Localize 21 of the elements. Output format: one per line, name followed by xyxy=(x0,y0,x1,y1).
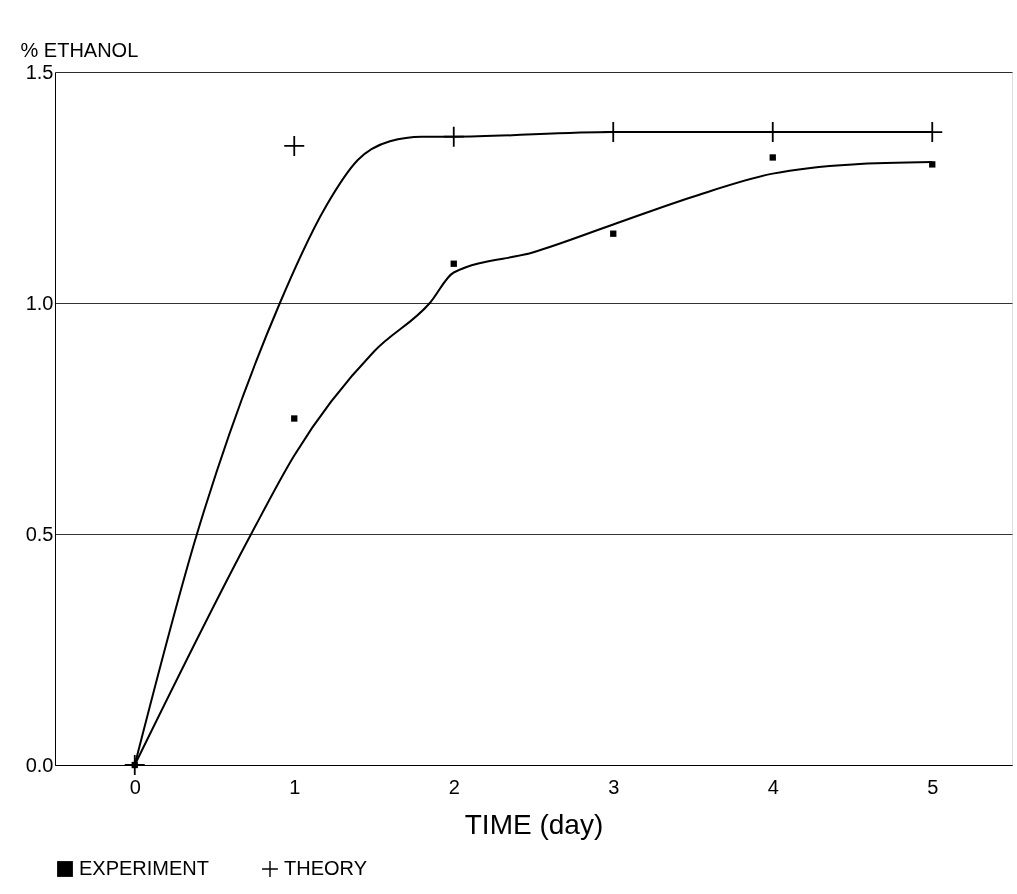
x-tick-label: 2 xyxy=(448,775,460,798)
point xyxy=(291,415,298,422)
point xyxy=(929,161,936,168)
legend-label: EXPERIMENT xyxy=(79,857,210,879)
x-tick-label: 0 xyxy=(129,775,141,798)
point xyxy=(769,154,776,161)
x-tick-label: 3 xyxy=(608,775,620,798)
point xyxy=(610,230,617,237)
point xyxy=(284,135,305,156)
point xyxy=(450,260,457,267)
y-tick-label: 0.0 xyxy=(25,753,54,776)
legend-label: THEORY xyxy=(284,857,367,879)
y-tick-label: 0.5 xyxy=(25,522,54,545)
x-tick-label: 4 xyxy=(767,775,779,798)
y-tick-label: 1.5 xyxy=(25,60,54,83)
y-tick-label: 1.0 xyxy=(25,291,54,314)
x-tick-label: 1 xyxy=(289,775,301,798)
point xyxy=(124,755,145,775)
x-axis-title: TIME (day) xyxy=(464,808,604,840)
x-tick-label: 5 xyxy=(927,775,939,798)
y-axis-title: % ETHANOL xyxy=(20,38,139,61)
